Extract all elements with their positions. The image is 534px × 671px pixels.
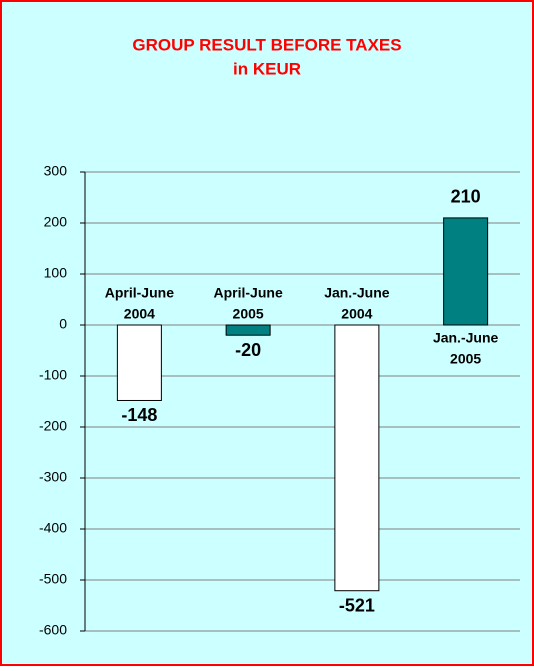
value-label: -20: [235, 340, 261, 360]
y-tick-label: 300: [44, 163, 68, 179]
x-tick-label: April-June: [105, 285, 174, 301]
y-tick-label: 200: [44, 214, 68, 230]
y-tick-label: -400: [39, 520, 67, 536]
y-tick-label: 100: [44, 265, 68, 281]
chart-title: in KEUR: [233, 59, 301, 78]
y-tick-label: -200: [39, 418, 67, 434]
y-tick-label: 0: [59, 316, 67, 332]
value-label: 210: [451, 187, 481, 207]
y-tick-label: -500: [39, 571, 67, 587]
x-tick-label: 2004: [341, 306, 372, 322]
value-label: -521: [339, 595, 375, 615]
bar: [225, 324, 271, 336]
x-tick-label: Jan.-June: [433, 330, 499, 346]
y-tick-label: -100: [39, 367, 67, 383]
x-tick-label: 2004: [124, 306, 155, 322]
x-tick-label: 2005: [450, 351, 481, 367]
value-label: -148: [121, 405, 157, 425]
chart-title: GROUP RESULT BEFORE TAXES: [132, 35, 401, 54]
bar: [443, 217, 489, 326]
bar: [116, 324, 162, 401]
x-tick-label: 2005: [233, 306, 264, 322]
bar: [334, 324, 380, 592]
x-tick-label: April-June: [214, 285, 283, 301]
y-tick-label: -300: [39, 469, 67, 485]
x-tick-label: Jan.-June: [324, 285, 390, 301]
y-tick-label: -600: [39, 622, 67, 638]
